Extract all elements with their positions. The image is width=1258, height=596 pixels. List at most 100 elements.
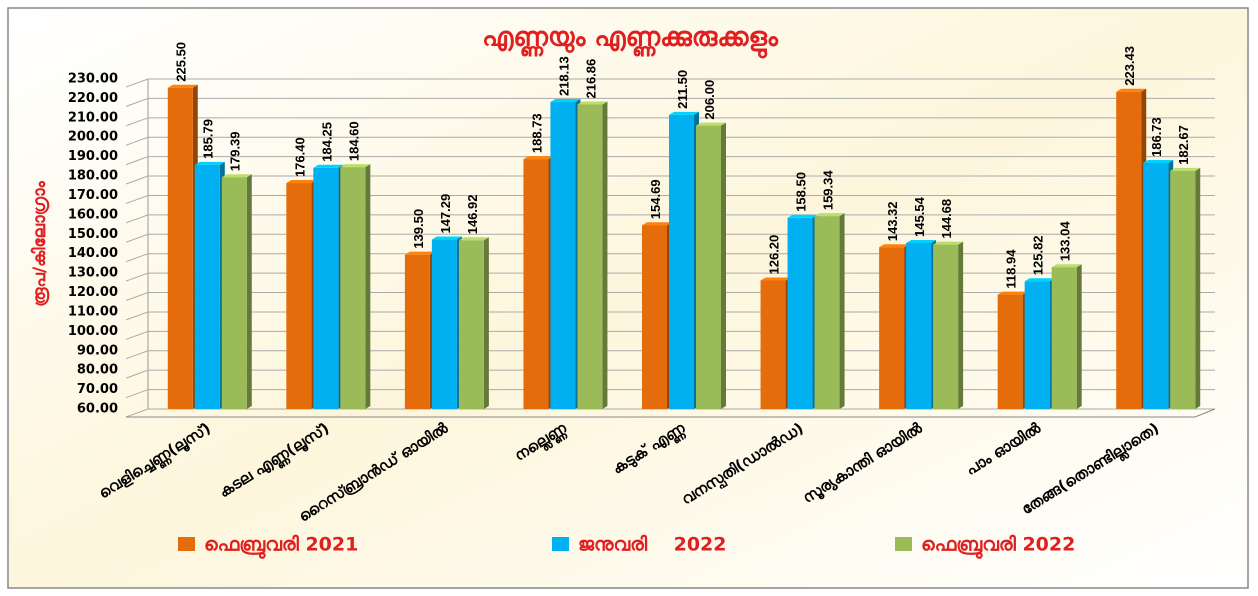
bar-top bbox=[550, 99, 581, 103]
bar-top bbox=[642, 222, 672, 226]
data-label: 125.82 bbox=[1031, 235, 1046, 275]
y-tick-label: 130.00 bbox=[68, 266, 118, 281]
bar bbox=[760, 280, 786, 409]
bar-top bbox=[221, 174, 252, 178]
grid-line bbox=[125, 389, 1215, 399]
bar-top bbox=[787, 214, 818, 218]
y-tick-label: 140.00 bbox=[68, 246, 118, 261]
data-label: 188.73 bbox=[529, 113, 544, 153]
bar-side bbox=[1195, 167, 1201, 409]
bar bbox=[313, 167, 339, 409]
bar bbox=[997, 294, 1023, 409]
legend-swatch bbox=[895, 537, 912, 551]
grid-line bbox=[125, 175, 1215, 185]
bar-side bbox=[721, 122, 726, 410]
data-label: 147.29 bbox=[438, 194, 453, 234]
bar-top bbox=[1116, 88, 1147, 92]
grid-line bbox=[125, 311, 1215, 321]
data-label: 126.20 bbox=[766, 235, 781, 275]
bar-top bbox=[286, 180, 317, 184]
bar-top bbox=[167, 84, 198, 88]
bar-side bbox=[839, 213, 845, 409]
grid-line bbox=[125, 350, 1215, 360]
y-tick-label: 80.00 bbox=[77, 363, 118, 378]
data-label: 146.92 bbox=[465, 195, 480, 235]
grid-line bbox=[125, 214, 1215, 224]
data-label: 179.39 bbox=[228, 131, 243, 171]
data-label: 143.32 bbox=[885, 201, 900, 241]
floor bbox=[126, 408, 1216, 418]
bar bbox=[787, 217, 813, 409]
y-tick-label: 210.00 bbox=[68, 110, 118, 125]
bar bbox=[1116, 91, 1142, 409]
bar bbox=[1024, 281, 1050, 409]
grid-line bbox=[125, 136, 1215, 146]
legend-swatch bbox=[178, 537, 195, 551]
data-label: 139.50 bbox=[411, 209, 426, 249]
bar bbox=[642, 225, 667, 409]
data-label: 186.73 bbox=[1149, 117, 1164, 157]
bar-top bbox=[340, 164, 371, 168]
bar bbox=[1170, 170, 1196, 409]
y-tick-label: 220.00 bbox=[68, 91, 118, 106]
grid-line bbox=[125, 97, 1215, 107]
grid-line bbox=[125, 233, 1215, 243]
bar bbox=[404, 254, 430, 409]
bar-top bbox=[313, 164, 344, 168]
y-tick-label: 150.00 bbox=[68, 227, 118, 242]
data-label: 145.54 bbox=[912, 196, 927, 237]
grid-line bbox=[125, 156, 1215, 166]
y-tick-label: 110.00 bbox=[68, 304, 118, 319]
grid-line bbox=[125, 194, 1215, 204]
bar bbox=[1051, 267, 1077, 409]
bar bbox=[879, 247, 905, 409]
bar-top bbox=[1143, 159, 1174, 163]
bar bbox=[340, 167, 366, 409]
bar-top bbox=[814, 213, 845, 217]
y-tick-label: 60.00 bbox=[77, 402, 118, 417]
bar-top bbox=[760, 277, 791, 281]
legend-label: ജനുവരി 2022 bbox=[578, 534, 726, 556]
y-tick-label: 170.00 bbox=[68, 188, 118, 203]
data-label: 133.04 bbox=[1058, 221, 1073, 262]
y-tick-label: 190.00 bbox=[68, 149, 118, 164]
data-label: 158.50 bbox=[793, 172, 808, 212]
legend-swatch bbox=[552, 537, 569, 551]
bar bbox=[286, 183, 312, 409]
bar bbox=[906, 242, 932, 409]
bar bbox=[194, 164, 220, 409]
bar-top bbox=[696, 122, 726, 126]
grid-line bbox=[125, 272, 1215, 282]
data-label: 185.79 bbox=[201, 119, 216, 159]
bar-side bbox=[365, 164, 371, 409]
grid-line bbox=[125, 369, 1215, 379]
data-label: 225.50 bbox=[174, 42, 189, 82]
data-label: 144.68 bbox=[939, 199, 954, 239]
y-axis-label: രൂപ/കിലോഗ്രാം bbox=[30, 180, 50, 306]
bar-top bbox=[404, 251, 435, 255]
bar bbox=[1143, 162, 1169, 409]
bar bbox=[221, 177, 247, 409]
bar-side bbox=[602, 101, 608, 410]
bar-top bbox=[523, 156, 554, 160]
grid-line bbox=[125, 330, 1215, 340]
data-label: 182.67 bbox=[1176, 125, 1191, 165]
grid-line bbox=[125, 292, 1215, 301]
data-label: 223.43 bbox=[1122, 46, 1137, 86]
bar-top bbox=[577, 101, 608, 105]
bar bbox=[814, 216, 840, 409]
data-label: 184.25 bbox=[319, 122, 334, 162]
data-label: 154.69 bbox=[648, 179, 663, 219]
data-label: 184.60 bbox=[346, 121, 361, 161]
bar bbox=[933, 244, 959, 409]
data-label: 118.94 bbox=[1004, 249, 1019, 289]
y-tick-label: 180.00 bbox=[68, 169, 118, 184]
grid-line bbox=[125, 408, 1215, 418]
bar-top bbox=[906, 239, 937, 243]
bar-top bbox=[1024, 278, 1055, 282]
bar-top bbox=[879, 244, 910, 248]
bar-top bbox=[933, 241, 964, 245]
bar-top bbox=[997, 291, 1028, 295]
y-tick-label: 100.00 bbox=[68, 324, 118, 339]
bar-side bbox=[483, 237, 489, 409]
